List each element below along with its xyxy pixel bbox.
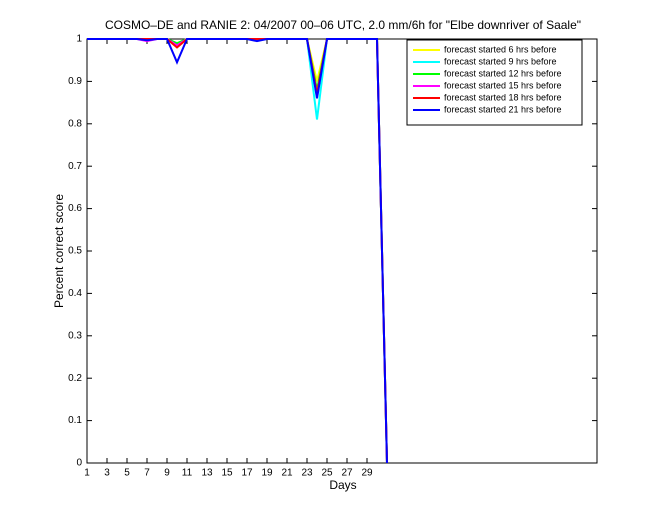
legend-label: forecast started 21 hrs before xyxy=(444,104,562,114)
legend-label: forecast started 9 hrs before xyxy=(444,56,557,66)
legend-label: forecast started 6 hrs before xyxy=(444,44,557,54)
y-tick-label: 0.5 xyxy=(68,246,82,257)
y-tick-label: 0.4 xyxy=(68,288,82,299)
x-tick-label: 11 xyxy=(182,468,193,479)
y-axis-label: Percent correct score xyxy=(52,194,66,308)
y-tick-label: 0.3 xyxy=(68,330,82,341)
y-tick-label: 0.9 xyxy=(68,76,82,87)
legend-label: forecast started 18 hrs before xyxy=(444,92,562,102)
x-tick-label: 1 xyxy=(84,468,90,479)
x-axis-label: Days xyxy=(329,478,356,492)
series-line xyxy=(87,38,388,464)
y-tick-label: 0 xyxy=(76,458,82,469)
x-tick-label: 15 xyxy=(221,468,233,479)
legend-label: forecast started 12 hrs before xyxy=(444,68,562,78)
x-tick-label: 3 xyxy=(104,468,110,479)
y-tick-label: 0.8 xyxy=(68,118,82,129)
x-tick-label: 25 xyxy=(321,468,333,479)
x-tick-label: 5 xyxy=(124,468,130,479)
x-tick-label: 29 xyxy=(361,468,373,479)
chart-title: COSMO–DE and RANIE 2: 04/2007 00–06 UTC,… xyxy=(105,18,581,32)
y-tick-label: 0.7 xyxy=(68,161,82,172)
x-tick-label: 13 xyxy=(201,468,213,479)
x-tick-label: 19 xyxy=(261,468,273,479)
x-tick-label: 7 xyxy=(144,468,150,479)
legend-label: forecast started 15 hrs before xyxy=(444,80,562,90)
x-tick-label: 9 xyxy=(164,468,170,479)
y-tick-label: 0.2 xyxy=(68,373,82,384)
y-tick-label: 1 xyxy=(76,34,82,45)
x-tick-label: 23 xyxy=(301,468,313,479)
y-tick-label: 0.6 xyxy=(68,203,82,214)
x-tick-label: 27 xyxy=(341,468,353,479)
x-tick-label: 21 xyxy=(281,468,293,479)
x-tick-label: 17 xyxy=(241,468,253,479)
y-tick-label: 0.1 xyxy=(68,415,82,426)
